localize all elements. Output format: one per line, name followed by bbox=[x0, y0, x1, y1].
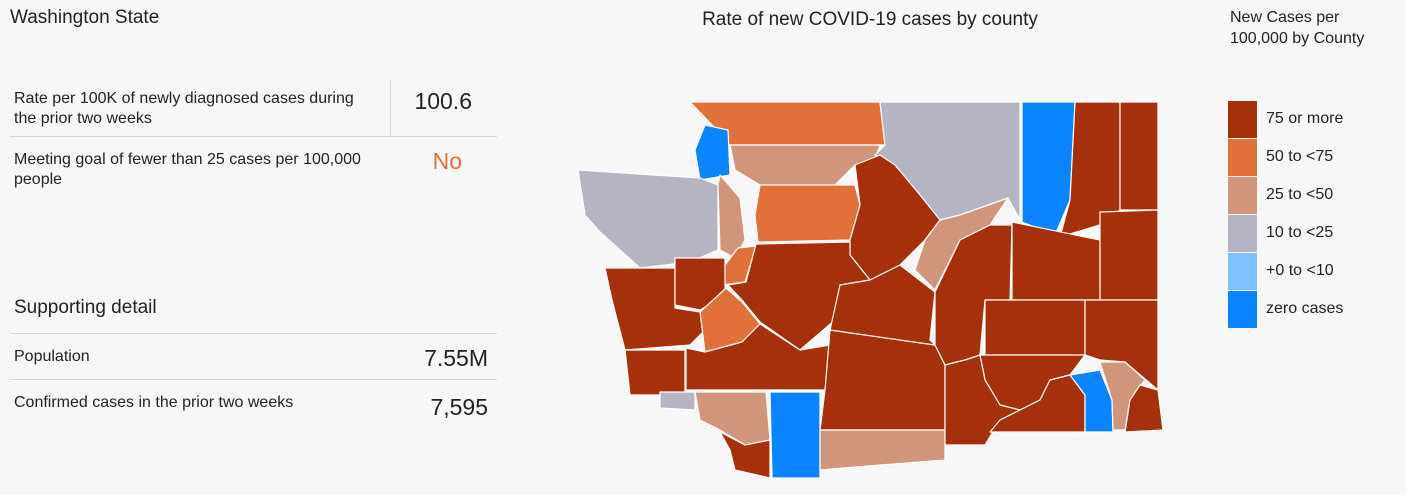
county bbox=[694, 124, 731, 181]
detail-value: 7.55M bbox=[424, 345, 488, 371]
county bbox=[1021, 101, 1076, 236]
county bbox=[717, 174, 746, 259]
divider bbox=[390, 80, 391, 136]
legend-title: New Cases per 100,000 by County bbox=[1230, 9, 1365, 47]
county bbox=[829, 264, 936, 346]
legend-swatch bbox=[1228, 252, 1257, 290]
county bbox=[1124, 384, 1164, 433]
detail-value: 7,595 bbox=[430, 394, 488, 420]
legend-label: zero cases bbox=[1266, 300, 1344, 317]
counties bbox=[577, 101, 1164, 479]
county bbox=[727, 241, 871, 351]
legend-swatch bbox=[1228, 100, 1257, 138]
divider bbox=[10, 333, 497, 334]
section-title: Supporting detail bbox=[14, 297, 157, 318]
summary-label: Meeting goal of fewer than 25 cases per … bbox=[14, 151, 361, 188]
map-title: Rate of new COVID-19 cases by county bbox=[702, 9, 1038, 30]
county bbox=[754, 184, 861, 243]
legend-item: 25 to <50 bbox=[1228, 176, 1333, 214]
summary-value: No bbox=[432, 148, 462, 174]
county bbox=[944, 354, 1021, 446]
county bbox=[577, 169, 719, 269]
legend-label: 25 to <50 bbox=[1266, 186, 1334, 203]
county bbox=[819, 329, 946, 431]
county bbox=[1011, 221, 1101, 301]
page-title: Washington State bbox=[10, 7, 160, 28]
county bbox=[1119, 101, 1159, 211]
county bbox=[1099, 209, 1159, 301]
legend-item: 75 or more bbox=[1228, 100, 1343, 138]
county bbox=[624, 349, 686, 396]
county bbox=[694, 391, 771, 446]
legend-swatch bbox=[1228, 290, 1257, 328]
county bbox=[984, 299, 1086, 356]
legend-swatch bbox=[1228, 138, 1257, 176]
county bbox=[1069, 369, 1114, 433]
legend-label: 10 to <25 bbox=[1266, 224, 1334, 241]
legend-item: 10 to <25 bbox=[1228, 214, 1333, 252]
legend-label: 50 to <75 bbox=[1266, 148, 1334, 165]
county bbox=[769, 391, 821, 479]
legend-swatch bbox=[1228, 214, 1257, 252]
county bbox=[719, 431, 771, 479]
county bbox=[685, 323, 831, 391]
divider bbox=[10, 136, 497, 137]
summary-label: Rate per 100K of newly diagnosed cases d… bbox=[14, 90, 354, 127]
county bbox=[819, 429, 946, 471]
legend-label: 75 or more bbox=[1266, 110, 1344, 127]
county bbox=[659, 391, 696, 411]
legend-label: +0 to <10 bbox=[1266, 262, 1334, 279]
legend-item: +0 to <10 bbox=[1228, 252, 1334, 290]
county bbox=[729, 144, 881, 186]
summary-value: 100.6 bbox=[414, 88, 472, 114]
legend-item: zero cases bbox=[1228, 290, 1343, 328]
detail-label: Population bbox=[14, 348, 90, 365]
legend-item: 50 to <75 bbox=[1228, 138, 1333, 176]
county bbox=[849, 154, 941, 281]
detail-label: Confirmed cases in the prior two weeks bbox=[14, 394, 294, 411]
legend-swatch bbox=[1228, 176, 1257, 214]
divider bbox=[10, 379, 497, 380]
